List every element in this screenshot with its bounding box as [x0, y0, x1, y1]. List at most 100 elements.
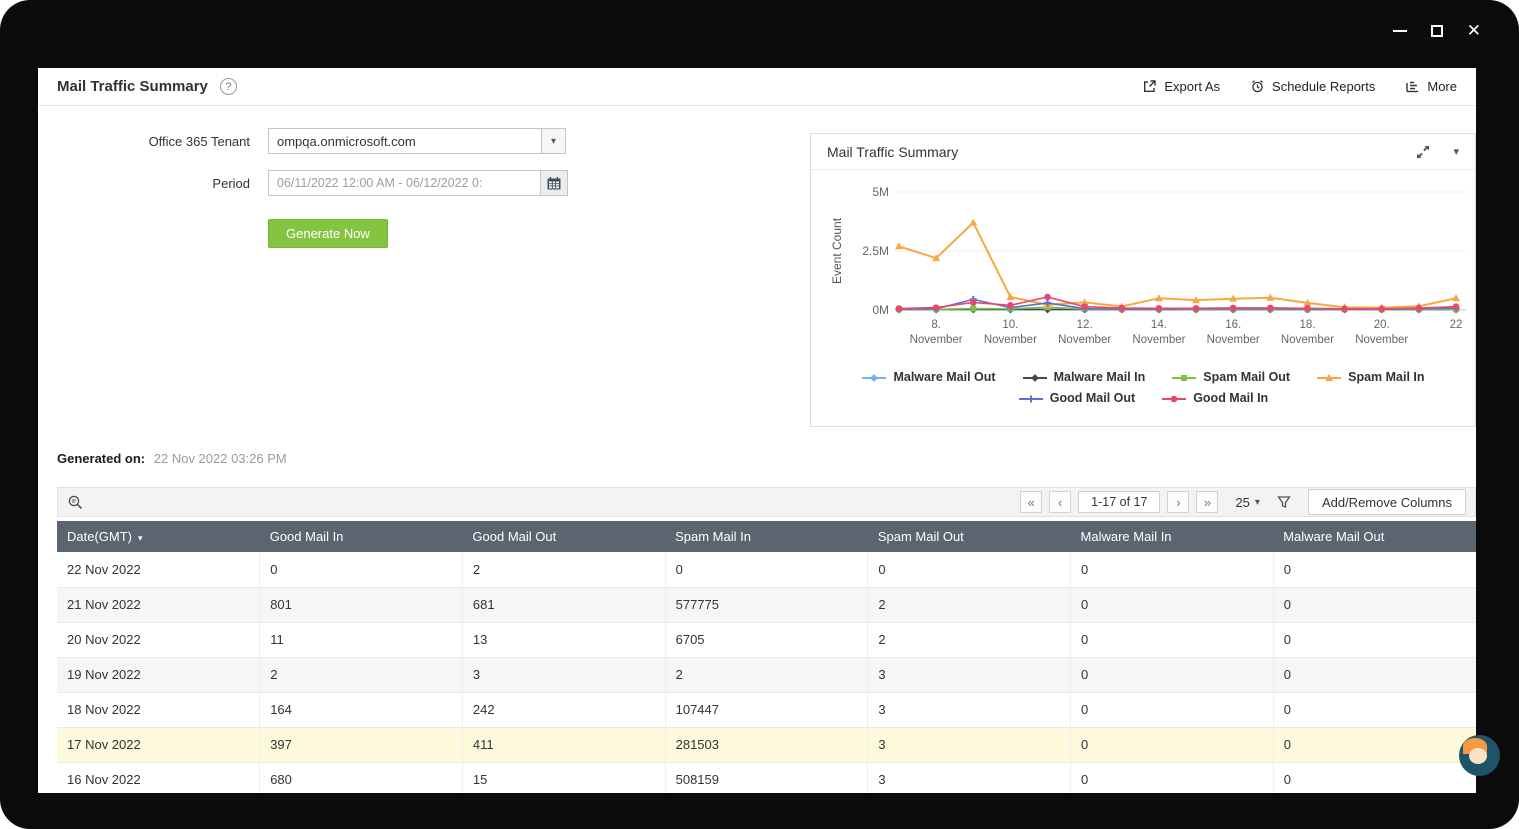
legend-item[interactable]: Spam Mail In: [1316, 367, 1425, 388]
tenant-select-value: ompqa.onmicrosoft.com: [277, 133, 416, 149]
pagination-range: 1-17 of 17: [1078, 491, 1161, 513]
legend-item[interactable]: Malware Mail Out: [861, 367, 996, 388]
column-header-malware-mail-out[interactable]: Malware Mail Out: [1273, 521, 1476, 552]
svg-text:10.: 10.: [1002, 319, 1018, 331]
legend-item[interactable]: Spam Mail Out: [1171, 367, 1290, 388]
more-icon: [1406, 81, 1419, 93]
page-title: Mail Traffic Summary: [57, 78, 208, 95]
legend-label: Spam Mail Out: [1203, 370, 1291, 384]
svg-text:November: November: [1058, 334, 1111, 346]
legend-item[interactable]: Good Mail In: [1161, 388, 1268, 409]
chart-menu-caret-icon[interactable]: ▾: [1453, 146, 1459, 158]
column-header-date[interactable]: Date(GMT) ▾: [57, 521, 260, 552]
more-label: More: [1427, 79, 1457, 94]
pagination-prev-button[interactable]: ‹: [1049, 491, 1072, 513]
column-header-good-mail-out[interactable]: Good Mail Out: [462, 521, 666, 552]
generated-on: Generated on: 22 Nov 2022 03:26 PM: [57, 451, 287, 466]
app-window: Mail Traffic Summary ? Export As Schedul…: [38, 68, 1476, 793]
svg-text:2.5M: 2.5M: [862, 244, 889, 258]
expand-icon[interactable]: [1415, 144, 1431, 160]
svg-text:Event Count: Event Count: [830, 217, 844, 284]
table-row[interactable]: 16 Nov 2022 680 15 508159 3 0 0: [57, 762, 1476, 793]
table-row-highlighted[interactable]: 17 Nov 2022 397 411 281503 3 0 0: [57, 727, 1476, 763]
table-header-row: Date(GMT) ▾ Good Mail In Good Mail Out Sp…: [57, 521, 1476, 552]
assistant-fab[interactable]: [1459, 735, 1500, 776]
svg-text:16.: 16.: [1225, 319, 1241, 331]
add-remove-columns-button[interactable]: Add/Remove Columns: [1307, 489, 1466, 515]
svg-text:November: November: [984, 334, 1037, 346]
svg-text:14.: 14.: [1151, 319, 1167, 331]
period-input[interactable]: [268, 170, 540, 196]
column-header-spam-mail-in[interactable]: Spam Mail In: [665, 521, 868, 552]
pagination-next-button[interactable]: ›: [1167, 491, 1190, 513]
svg-text:November: November: [910, 334, 963, 346]
page-size-select[interactable]: 25 ▾: [1235, 495, 1260, 510]
report-header: Mail Traffic Summary ? Export As Schedul…: [38, 68, 1476, 106]
minimize-button[interactable]: [1392, 29, 1407, 32]
legend-marker-icon: [1162, 395, 1187, 402]
svg-text:November: November: [1207, 334, 1260, 346]
generate-now-button[interactable]: Generate Now: [268, 219, 388, 248]
schedule-reports-button[interactable]: Schedule Reports: [1250, 79, 1375, 94]
more-button[interactable]: More: [1405, 79, 1457, 94]
legend-label: Good Mail Out: [1049, 391, 1136, 405]
legend-marker-icon: [862, 373, 887, 382]
generated-on-value: 22 Nov 2022 03:26 PM: [153, 451, 287, 466]
svg-text:22: 22: [1450, 319, 1463, 331]
report-form: Office 365 Tenant ompqa.onmicrosoft.com …: [38, 106, 568, 248]
caret-down-icon: ▾: [541, 129, 565, 153]
tenant-select[interactable]: ompqa.onmicrosoft.com ▾: [268, 128, 566, 154]
table-row[interactable]: 22 Nov 2022 0 2 0 0 0 0: [57, 552, 1476, 588]
export-as-button[interactable]: Export As: [1142, 79, 1220, 94]
table-row[interactable]: 20 Nov 2022 11 13 6705 2 0 0: [57, 622, 1476, 658]
svg-text:0M: 0M: [872, 303, 889, 317]
pagination-last-button[interactable]: »: [1196, 491, 1219, 513]
legend-label: Spam Mail In: [1348, 370, 1425, 384]
pagination-first-button[interactable]: «: [1020, 491, 1043, 513]
search-icon[interactable]: [67, 494, 84, 511]
chart-panel-header: Mail Traffic Summary ▾: [811, 134, 1475, 170]
column-header-good-mail-in[interactable]: Good Mail In: [259, 521, 463, 552]
svg-text:5M: 5M: [872, 185, 889, 199]
column-header-malware-mail-in[interactable]: Malware Mail In: [1070, 521, 1274, 552]
svg-text:12.: 12.: [1077, 319, 1093, 331]
legend-item[interactable]: Malware Mail In: [1022, 367, 1146, 388]
mail-traffic-table: Date(GMT) ▾ Good Mail In Good Mail Out Sp…: [57, 521, 1476, 793]
tenant-label: Office 365 Tenant: [148, 133, 250, 149]
svg-text:November: November: [1355, 334, 1408, 346]
svg-text:18.: 18.: [1299, 319, 1315, 331]
page-size-value: 25: [1235, 494, 1250, 510]
traffic-chart: 0M 2.5M 5M Event Count 8. November 10. November…: [830, 185, 1466, 346]
calendar-icon[interactable]: [540, 170, 568, 196]
svg-text:November: November: [1132, 334, 1185, 346]
legend-item[interactable]: Good Mail Out: [1018, 388, 1135, 409]
svg-text:20.: 20.: [1374, 319, 1390, 331]
close-button[interactable]: ✕: [1466, 21, 1481, 40]
filter-icon[interactable]: [1277, 495, 1291, 509]
chart-title: Mail Traffic Summary: [827, 143, 959, 160]
export-icon: [1144, 80, 1157, 92]
legend-marker-icon: [1018, 395, 1043, 402]
sort-desc-icon: ▾: [138, 533, 143, 543]
window-controls: ✕: [1392, 21, 1481, 40]
svg-text:November: November: [1281, 334, 1334, 346]
alarm-icon: [1252, 80, 1263, 93]
header-actions: Export As Schedule Reports More: [1142, 79, 1457, 94]
legend-label: Malware Mail In: [1053, 370, 1146, 384]
table-row[interactable]: 21 Nov 2022 801 681 577775 2 0 0: [57, 587, 1476, 623]
help-icon[interactable]: ?: [219, 78, 237, 95]
svg-text:8.: 8.: [931, 319, 941, 331]
chart-legend: Malware Mail Out Malware Mail In Spam Mail…: [811, 365, 1475, 415]
column-header-spam-mail-out[interactable]: Spam Mail Out: [867, 521, 1071, 552]
legend-label: Malware Mail Out: [893, 370, 996, 384]
legend-label: Good Mail In: [1193, 391, 1269, 405]
maximize-button[interactable]: [1430, 24, 1443, 37]
legend-marker-icon: [1317, 373, 1342, 381]
period-label: Period: [212, 175, 250, 191]
table-row[interactable]: 18 Nov 2022 164 242 107447 3 0 0: [57, 692, 1476, 728]
table-row[interactable]: 19 Nov 2022 2 3 2 3 0 0: [57, 657, 1476, 693]
generated-on-label: Generated on:: [57, 451, 146, 466]
export-as-label: Export As: [1164, 79, 1221, 94]
caret-down-icon: ▾: [1254, 496, 1260, 508]
